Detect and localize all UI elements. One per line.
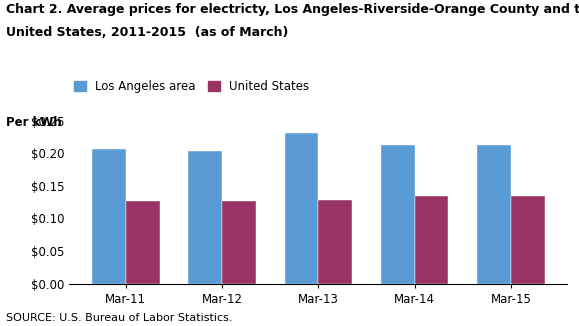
Bar	[92, 149, 126, 284]
Bar	[318, 200, 352, 284]
Text: Per kWh: Per kWh	[6, 116, 61, 129]
Text: United States, 2011-2015  (as of March): United States, 2011-2015 (as of March)	[6, 26, 288, 39]
Bar	[285, 133, 318, 284]
Text: SOURCE: U.S. Bureau of Labor Statistics.: SOURCE: U.S. Bureau of Labor Statistics.	[6, 313, 232, 323]
Bar	[126, 201, 160, 284]
Text: Chart 2. Average prices for electricty, Los Angeles-Riverside-Orange County and : Chart 2. Average prices for electricty, …	[6, 3, 579, 16]
Bar	[477, 145, 511, 284]
Bar	[511, 196, 545, 284]
Bar	[222, 201, 256, 284]
Legend: Los Angeles area, United States: Los Angeles area, United States	[69, 75, 314, 97]
Bar	[188, 151, 222, 284]
Bar	[381, 145, 415, 284]
Bar	[415, 196, 449, 284]
